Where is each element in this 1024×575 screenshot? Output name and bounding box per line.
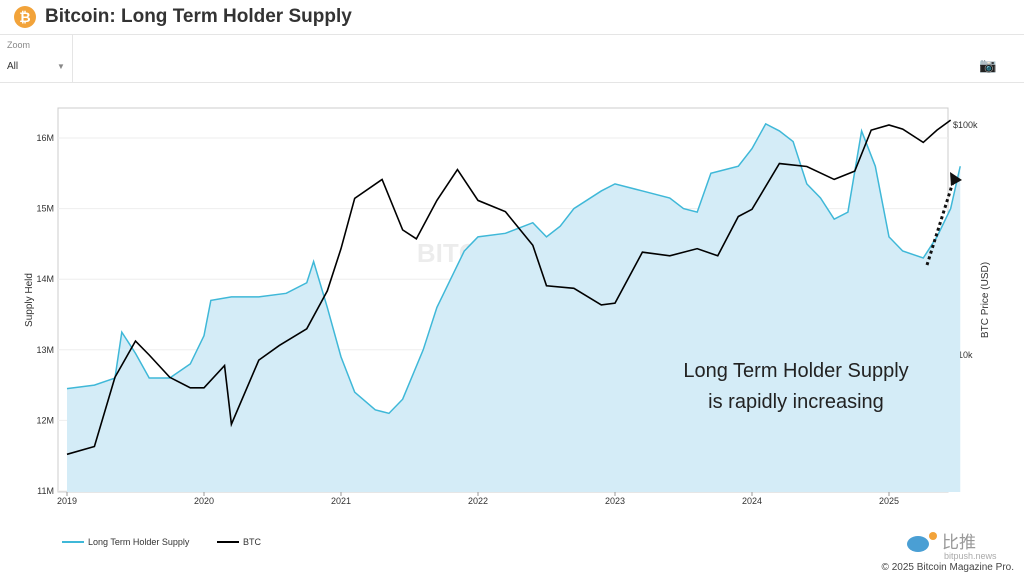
legend-item: BTC [243,537,262,547]
y-tick-label: 14M [36,274,54,284]
annotation-text: is rapidly increasing [708,391,884,413]
bitcoin-icon: ₿ [14,6,36,28]
y2-tick-label: $10k [953,350,973,360]
y-tick-label: 12M [36,415,54,425]
y-tick-label: 15M [36,204,54,214]
x-tick-label: 2020 [194,496,214,506]
toolbar: Zoom All ▼ 📷 [0,34,1024,83]
zoom-select[interactable]: Zoom All ▼ [0,35,73,82]
annotation-arrow [925,181,955,266]
lth-supply-area [67,123,961,492]
chevron-down-icon: ▼ [57,62,65,71]
copyright: © 2025 Bitcoin Magazine Pro. [881,562,1014,573]
y-tick-label: 11M [37,486,54,496]
x-tick-label: 2021 [331,496,351,506]
btc-price-line [66,119,952,456]
legend-item: Long Term Holder Supply [88,537,190,547]
x-tick-label: 2025 [879,496,899,506]
header: ₿ Bitcoin: Long Term Holder Supply [14,2,352,32]
y2-axis-label: BTC Price (USD) [980,262,991,338]
y-tick-label: 13M [36,345,54,355]
x-tick-label: 2022 [468,496,488,506]
camera-icon[interactable]: 📷 [979,57,997,73]
badge-site: bitpush.news [944,551,997,561]
x-tick-label: 2024 [742,496,762,506]
badge-cn: 比推 [942,533,976,552]
y2-tick-label: $100k [953,120,978,130]
page-title: Bitcoin: Long Term Holder Supply [45,6,352,27]
annotation-arrowhead [950,172,962,186]
annotation-text: Long Term Holder Supply [683,360,908,382]
y-tick-label: 16M [36,133,54,143]
x-tick-label: 2019 [57,496,77,506]
zoom-value: All [7,61,19,72]
coin-logo-icon [929,532,937,540]
y-axis-label: Supply Held [24,273,35,327]
bird-logo-icon [907,536,929,552]
zoom-label: Zoom [7,40,31,50]
x-tick-label: 2023 [605,496,625,506]
lth-supply-line [66,122,961,415]
